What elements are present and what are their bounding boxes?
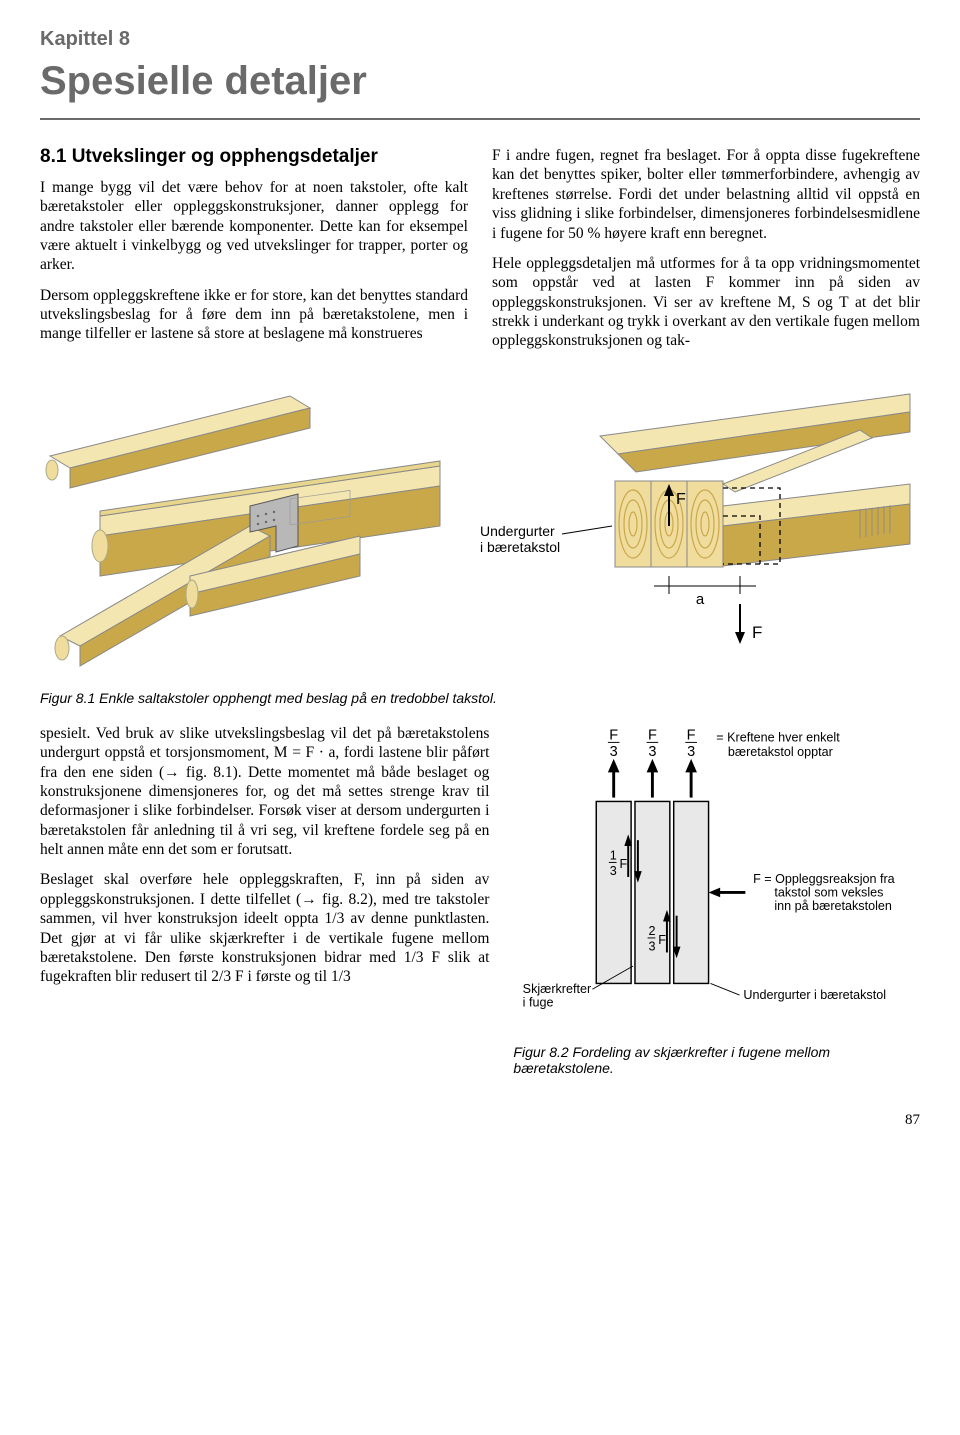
svg-text:F: F — [659, 933, 667, 947]
lower-p2: Beslaget skal overføre hele oppleggskraf… — [40, 870, 489, 986]
svg-text:3: 3 — [649, 939, 656, 953]
f2-F-eq-label: F = Oppleggsreaksjon fra takstol som vek… — [753, 872, 898, 913]
para-2-2: Hele oppleggsdetaljen må utformes for å … — [492, 254, 920, 351]
svg-text:2: 2 — [649, 924, 656, 938]
f2-f3-1d: 3 — [610, 744, 618, 760]
f2-under-label: Undergurter i bæretakstol — [744, 988, 887, 1002]
para-1-2: Dersom oppleggskreftene ikke er for stor… — [40, 286, 468, 344]
lower-columns: spesielt. Ved bruk av slike utvekslingsb… — [40, 724, 920, 1094]
chapter-label: Kapittel 8 — [40, 28, 920, 51]
chapter-title: Spesielle detaljer — [40, 59, 920, 104]
lower-p1: spesielt. Ved bruk av slike utvekslingsb… — [40, 724, 489, 860]
f2-skjaer-label: Skjærkrefter i fuge — [523, 982, 595, 1010]
title-divider — [40, 118, 920, 120]
f2-f3-2n: F — [648, 727, 657, 743]
lower-right-col: F 3 F 3 F 3 — [513, 724, 920, 1094]
page-number: 87 — [40, 1112, 920, 1129]
fig1-dim-a: a — [696, 591, 705, 608]
f2-f3-1n: F — [610, 727, 619, 743]
fig1-F-top: F — [676, 491, 686, 508]
svg-text:3: 3 — [610, 864, 617, 878]
figure-8-1-svg: F a F Undergurter i bæretakstol — [40, 376, 920, 676]
fig1-undergurter-label: Undergurter i bæretakstol — [480, 523, 560, 555]
f2-f3-3d: 3 — [687, 744, 695, 760]
f2-13f: 1 — [610, 848, 617, 862]
f2-f3-3n: F — [687, 727, 696, 743]
f2-kreftene-label: = Kreftene hver enkelt bæretakstol oppta… — [717, 730, 844, 759]
svg-text:F: F — [620, 857, 628, 871]
figure-8-1: F a F Undergurter i bæretakstol — [40, 376, 920, 676]
f2-f3-2d: 3 — [649, 744, 657, 760]
para-2-1: F i andre fugen, regnet fra beslaget. Fo… — [492, 146, 920, 243]
column-left: 8.1 Utvekslinger og opphengsdetaljer I m… — [40, 146, 468, 362]
section-heading: 8.1 Utvekslinger og opphengsdetaljer — [40, 146, 468, 168]
fig1-F-bottom: F — [752, 623, 762, 642]
column-right: F i andre fugen, regnet fra beslaget. Fo… — [492, 146, 920, 362]
para-1-1: I mange bygg vil det være behov for at n… — [40, 178, 468, 275]
lower-left-col: spesielt. Ved bruk av slike utvekslingsb… — [40, 724, 489, 1094]
upper-columns: 8.1 Utvekslinger og opphengsdetaljer I m… — [40, 146, 920, 362]
figure-8-2-caption: Figur 8.2 Fordeling av skjærkrefter i fu… — [513, 1044, 920, 1076]
figure-8-2-svg: F 3 F 3 F 3 — [513, 724, 920, 1034]
figure-8-1-caption: Figur 8.1 Enkle saltakstoler opphengt me… — [40, 690, 920, 706]
